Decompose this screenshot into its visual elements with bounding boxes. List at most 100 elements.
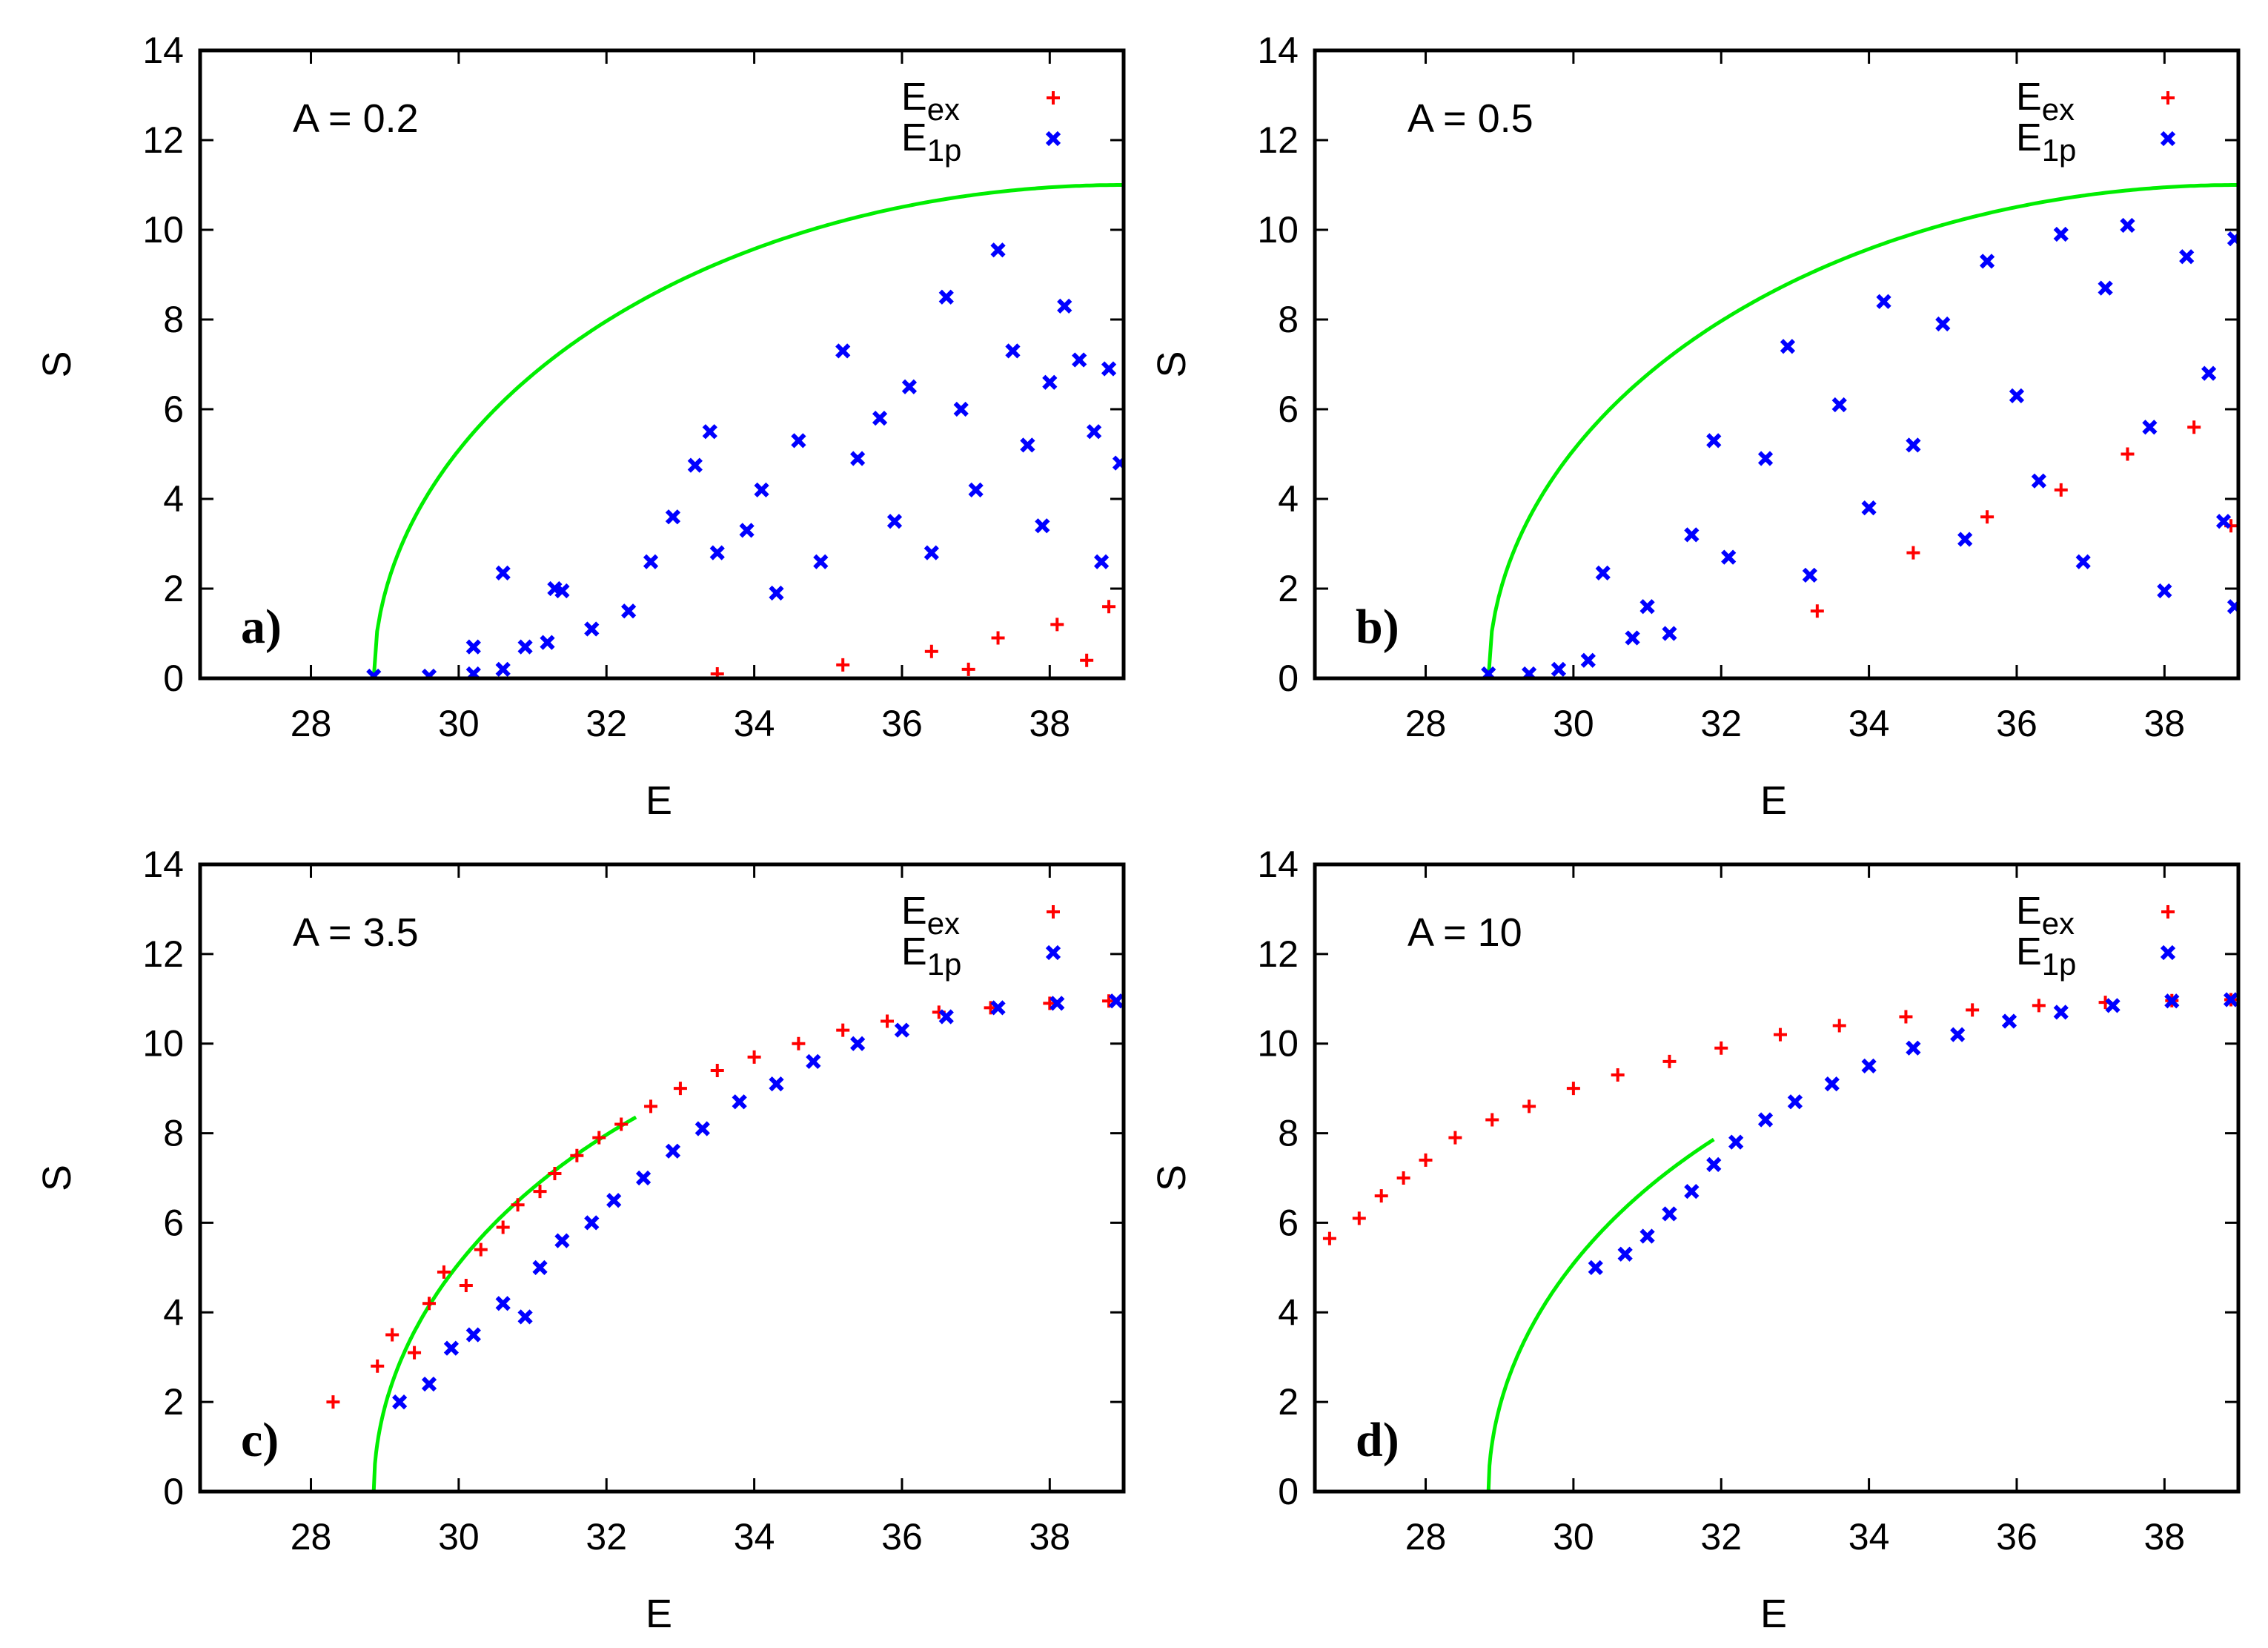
data-point-ex: [1662, 1054, 1677, 1068]
data-point-ex: [836, 1023, 850, 1037]
legend-label-1p: E1p: [901, 930, 961, 982]
y-tick-label: 0: [1278, 658, 1299, 699]
data-point-ex: [710, 1063, 724, 1077]
data-point-1p: [1757, 1112, 1774, 1128]
data-point-1p: [1005, 343, 1021, 359]
data-point-1p: [709, 545, 725, 560]
data-point-ex: [1966, 1003, 1980, 1017]
data-point-1p: [621, 603, 637, 619]
data-point-1p: [1639, 599, 1655, 615]
data-point-1p: [1950, 1027, 1966, 1042]
data-point-ex: [1374, 1189, 1388, 1203]
x-tick-label: 38: [1029, 703, 1071, 744]
data-point-ex: [511, 1198, 525, 1212]
parameter-annotation: A = 3.5: [293, 910, 419, 955]
data-point-ex: [422, 1297, 437, 1311]
data-point-ex: [385, 1328, 399, 1342]
y-axis-label: S: [1150, 351, 1194, 377]
data-point-ex: [673, 1082, 687, 1096]
data-point-1p: [791, 433, 806, 449]
data-point-1p: [1020, 437, 1035, 453]
x-tick-label: 34: [734, 703, 775, 744]
data-point-1p: [495, 661, 511, 678]
data-point-ex: [2054, 483, 2068, 497]
data-point-1p: [2009, 388, 2025, 403]
data-point-1p: [924, 545, 939, 560]
y-tick-label: 6: [1278, 388, 1299, 430]
data-point-1p: [938, 1009, 954, 1025]
data-point-1p: [1684, 527, 1700, 543]
parameter-annotation: A = 0.2: [293, 96, 419, 141]
data-point-ex: [1906, 546, 1920, 560]
y-tick-label: 8: [163, 299, 184, 340]
x-tick-label: 32: [586, 703, 627, 744]
data-point-1p: [968, 482, 984, 498]
data-point-1p: [2053, 1005, 2069, 1020]
legend-label-1p: E1p: [901, 116, 961, 168]
data-point-1p: [2157, 583, 2172, 599]
y-tick-label: 10: [142, 1023, 184, 1065]
data-point-1p: [366, 668, 382, 678]
data-point-1p: [1780, 339, 1796, 354]
y-tick-label: 4: [163, 478, 184, 520]
y-tick-label: 4: [163, 1291, 184, 1333]
data-point-1p: [2226, 599, 2238, 615]
data-point-ex: [1485, 1113, 1499, 1127]
data-point-1p: [2105, 998, 2121, 1013]
data-point-1p: [850, 1036, 866, 1051]
data-point-ex: [614, 1117, 629, 1131]
legend-label-ex: Eex: [901, 890, 960, 941]
plot-frame: [198, 48, 1126, 681]
data-point-1p: [665, 1143, 681, 1159]
x-tick-label: 36: [881, 1516, 923, 1558]
y-tick-label: 4: [1278, 478, 1299, 520]
y-tick-label: 2: [163, 1381, 184, 1423]
data-point-1p: [495, 565, 511, 580]
data-point-ex: [644, 1099, 658, 1113]
data-point-1p: [1757, 451, 1774, 466]
data-point-ex: [1080, 653, 1094, 667]
y-tick-label: 0: [163, 1471, 184, 1512]
x-tick-label: 36: [881, 703, 923, 744]
data-point-1p: [443, 1340, 460, 1356]
panel-label: c): [241, 1413, 279, 1467]
data-point-ex: [371, 1359, 385, 1373]
data-point-1p: [532, 1260, 548, 1275]
y-axis-label: S: [35, 1165, 79, 1191]
data-point-1p: [2223, 992, 2238, 1007]
data-point-ex: [459, 1279, 473, 1293]
data-point-1p: [1824, 1076, 1840, 1092]
data-point-1p: [894, 1022, 910, 1038]
data-point-1p: [694, 1121, 710, 1136]
legend-marker-1p: [1045, 944, 1061, 961]
data-point-1p: [1595, 565, 1611, 580]
data-point-1p: [1906, 1040, 1921, 1056]
plot-area: [1481, 183, 2238, 678]
y-tick-label: 2: [1278, 1381, 1299, 1423]
data-point-1p: [495, 1296, 511, 1311]
legend-label-ex: Eex: [2016, 890, 2075, 941]
data-point-ex: [1522, 1099, 1536, 1113]
x-axis-label: E: [646, 778, 672, 823]
data-point-1p: [584, 621, 600, 637]
y-tick-label: 6: [163, 1202, 184, 1243]
data-point-1p: [1831, 397, 1847, 413]
data-point-1p: [754, 482, 769, 498]
y-tick-label: 8: [1278, 1113, 1299, 1154]
data-point-1p: [665, 509, 681, 525]
y-tick-label: 6: [1278, 1202, 1299, 1243]
data-point-1p: [990, 1000, 1006, 1016]
legend-label-1p: E1p: [2016, 930, 2076, 982]
y-tick-label: 12: [142, 933, 184, 975]
panel-label: d): [1356, 1413, 1399, 1467]
data-point-1p: [465, 639, 481, 655]
data-point-1p: [2001, 1013, 2017, 1029]
data-point-ex: [533, 1185, 547, 1199]
data-point-ex: [991, 631, 1005, 645]
data-point-1p: [806, 1053, 821, 1070]
data-point-1p: [392, 1394, 408, 1410]
